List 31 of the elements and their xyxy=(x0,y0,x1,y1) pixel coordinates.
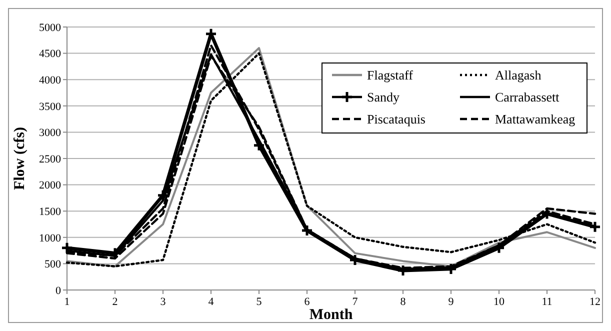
x-tick-label: 12 xyxy=(590,296,600,308)
legend-label: Allagash xyxy=(495,68,542,83)
legend-label: Flagstaff xyxy=(367,68,414,83)
x-tick-label: 11 xyxy=(542,296,552,308)
x-tick-label: 7 xyxy=(352,296,358,308)
x-tick-label: 9 xyxy=(448,296,454,308)
y-tick-label: 1500 xyxy=(39,206,62,218)
x-tick-label: 2 xyxy=(112,296,118,308)
y-tick-label: 4000 xyxy=(39,74,62,86)
y-tick-label: 2500 xyxy=(39,153,62,166)
y-axis-title: Flow (cfs) xyxy=(12,127,28,190)
x-tick-label: 4 xyxy=(208,296,214,308)
y-tick-label: 2000 xyxy=(39,180,62,192)
x-tick-label: 6 xyxy=(304,296,310,308)
x-tick-label: 5 xyxy=(256,296,262,308)
x-tick-label: 3 xyxy=(160,296,166,308)
legend-label: Piscataquis xyxy=(367,112,426,127)
x-tick-label: 10 xyxy=(494,296,505,308)
y-tick-label: 500 xyxy=(44,258,62,271)
y-tick-label: 1000 xyxy=(39,232,62,244)
y-tick-label: 3500 xyxy=(39,100,62,113)
y-tick-label: 0 xyxy=(56,284,62,297)
y-tick-label: 4500 xyxy=(39,48,62,60)
y-tick-label: 5000 xyxy=(39,22,62,34)
x-axis-title: Month xyxy=(309,307,354,323)
x-tick-label: 8 xyxy=(400,296,406,308)
legend-label: Carrabassett xyxy=(495,90,560,105)
x-tick-label: 1 xyxy=(64,296,70,308)
legend-label: Mattawamkeag xyxy=(495,112,576,127)
y-tick-label: 3000 xyxy=(39,127,62,140)
legend-label: Sandy xyxy=(367,90,400,105)
